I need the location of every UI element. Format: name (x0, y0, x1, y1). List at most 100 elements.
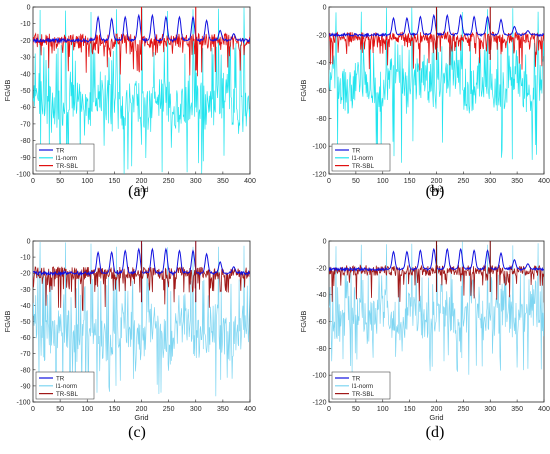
x-tick-label: 400 (538, 178, 550, 185)
x-tick-label: 200 (431, 406, 443, 413)
y-tick-label: -60 (316, 88, 326, 95)
y-tick-label: -100 (16, 172, 30, 179)
x-tick-label: 50 (56, 406, 64, 413)
y-tick-label: -10 (20, 21, 30, 28)
series-l1-norm-line (329, 7, 544, 163)
series-group (33, 241, 250, 399)
x-tick-label: 100 (81, 406, 93, 413)
chart-panel-2: 0 50 100 150 200 250 300 350 400 0 -20 -40 -60 -80 -10… (299, 5, 550, 195)
y-tick-label: -50 (20, 88, 30, 95)
y-tick-label: -20 (316, 32, 326, 39)
x-tick-label: 100 (377, 178, 389, 185)
y-tick-label: -80 (316, 116, 326, 123)
x-tick-label: 300 (484, 406, 496, 413)
chart-panel-1: 0 50 100 150 200 250 300 350 400 0 -10 -20 -30 -40 -50… (3, 5, 256, 195)
legend-label: TR (56, 375, 65, 382)
caption-b: (b) (425, 183, 445, 200)
y-tick-label: 0 (323, 239, 327, 246)
y-tick-label: -80 (20, 138, 30, 145)
axis-ticks: 0 50 100 150 200 250 300 350 400 0 -20 -40 -60 -80 -10… (312, 5, 549, 186)
x-tick-label: 400 (244, 178, 256, 185)
y-tick-label: -40 (20, 71, 30, 78)
x-tick-label: 100 (377, 406, 389, 413)
y-tick-label: -60 (316, 319, 326, 326)
x-tick-label: 350 (217, 406, 229, 413)
x-tick-label: 350 (217, 178, 229, 185)
y-tick-label: -100 (312, 144, 326, 151)
caption-d: (d) (425, 424, 445, 441)
x-tick-label: 250 (163, 406, 175, 413)
y-tick-label: -60 (20, 105, 30, 112)
y-tick-label: -10 (20, 255, 30, 262)
x-tick-label: 300 (484, 178, 496, 185)
legend-label: TR-SBL (56, 391, 79, 398)
y-tick-label: -120 (312, 400, 326, 407)
legend-label: l1-norm (56, 383, 77, 390)
chart-panel-4: 0 50 100 150 200 250 300 350 400 0 -20 -40 -60 -80 -10… (299, 239, 550, 423)
y-tick-label: -40 (20, 303, 30, 310)
legend-label: l1-norm (352, 155, 373, 162)
y-tick-label: -70 (20, 351, 30, 358)
x-tick-label: 350 (511, 406, 523, 413)
x-tick-label: 100 (81, 178, 93, 185)
y-axis-label: FG/dB (3, 80, 12, 102)
x-tick-label: 0 (327, 178, 331, 185)
x-tick-label: 350 (511, 178, 523, 185)
x-axis-label: Grid (134, 185, 148, 194)
x-axis-label: Grid (429, 185, 443, 194)
y-tick-label: 0 (27, 239, 31, 246)
x-tick-label: 150 (404, 406, 416, 413)
caption-c: (c) (128, 424, 146, 441)
x-tick-label: 150 (404, 178, 416, 185)
caption-a: (a) (128, 183, 146, 200)
x-axis-label: Grid (429, 413, 443, 422)
x-tick-label: 50 (352, 406, 360, 413)
legend-label: l1-norm (56, 155, 77, 162)
x-tick-label: 0 (31, 178, 35, 185)
x-tick-label: 200 (431, 178, 443, 185)
x-tick-label: 50 (56, 178, 64, 185)
y-tick-label: -30 (20, 55, 30, 62)
x-tick-label: 150 (109, 406, 121, 413)
legend-label: TR-SBL (56, 163, 79, 170)
legend-label: l1-norm (352, 383, 373, 390)
x-tick-label: 300 (190, 178, 202, 185)
series-group (329, 7, 544, 163)
y-tick-label: -60 (20, 335, 30, 342)
series-l1-norm-line (329, 241, 544, 375)
x-tick-label: 250 (163, 178, 175, 185)
legend-label: TR-SBL (352, 163, 375, 170)
chart-panel-3: 0 50 100 150 200 250 300 350 400 0 -10 -20 -30 -40 -50… (3, 239, 256, 423)
y-tick-label: -40 (316, 60, 326, 67)
series-l1-norm-line (33, 241, 250, 399)
legend-label: TR (352, 147, 361, 154)
legend-label: TR (56, 147, 65, 154)
axis-ticks: 0 50 100 150 200 250 300 350 400 0 -10 -20 -30 -40 -50… (16, 239, 255, 414)
x-tick-label: 250 (458, 406, 470, 413)
axis-ticks: 0 50 100 150 200 250 300 350 400 0 -10 -20 -30 -40 -50… (16, 5, 255, 186)
legend-label: TR-SBL (352, 391, 375, 398)
y-tick-label: -30 (20, 287, 30, 294)
y-tick-label: -40 (316, 292, 326, 299)
y-tick-label: -50 (20, 319, 30, 326)
series-group (329, 241, 544, 375)
y-tick-label: 0 (323, 5, 327, 12)
x-tick-label: 400 (244, 406, 256, 413)
axis-ticks: 0 50 100 150 200 250 300 350 400 0 -20 -40 -60 -80 -10… (312, 239, 549, 414)
legend-label: TR (352, 375, 361, 382)
x-tick-label: 0 (327, 406, 331, 413)
y-tick-label: -120 (312, 172, 326, 179)
x-tick-label: 300 (190, 406, 202, 413)
y-tick-label: 0 (27, 5, 31, 12)
y-tick-label: -20 (20, 271, 30, 278)
x-tick-label: 400 (538, 406, 550, 413)
y-tick-label: -100 (312, 373, 326, 380)
x-axis-label: Grid (134, 413, 148, 422)
x-tick-label: 200 (136, 178, 148, 185)
